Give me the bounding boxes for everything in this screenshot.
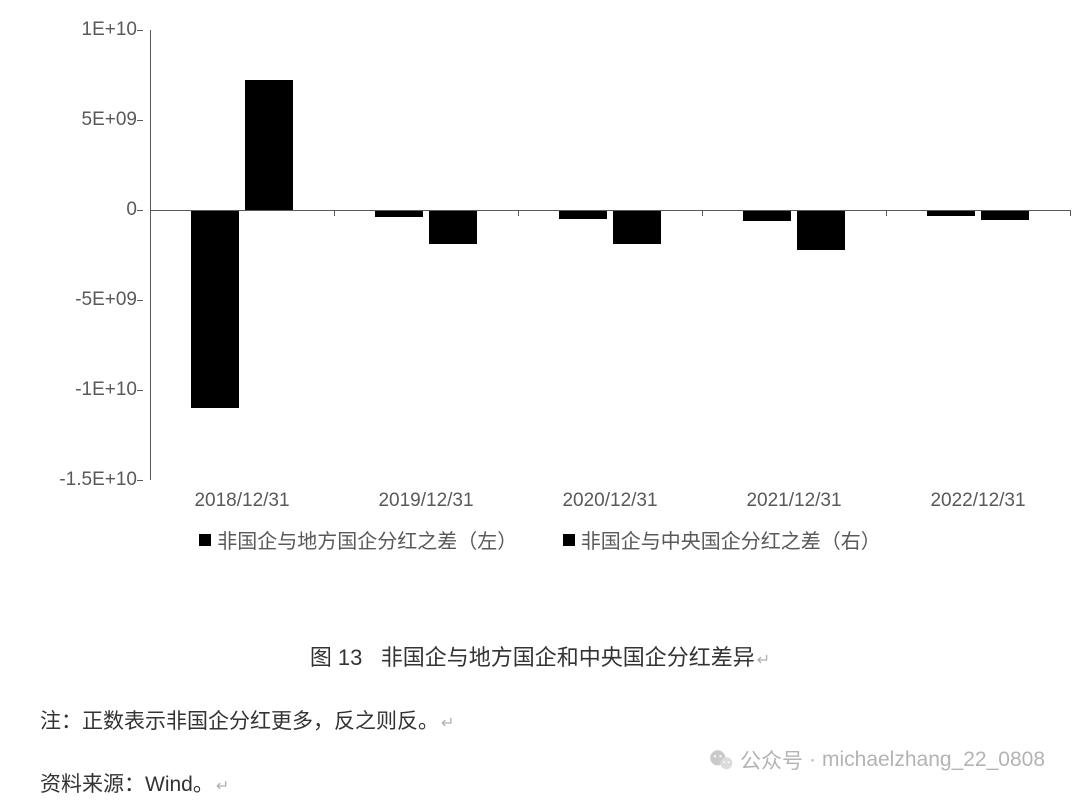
legend: 非国企与地方国企分红之差（左） 非国企与中央国企分红之差（右） xyxy=(0,525,1080,554)
watermark-account: michaelzhang_22_0808 xyxy=(822,748,1045,772)
bar xyxy=(743,210,791,221)
x-tick-mark xyxy=(150,210,151,216)
x-tick-label: 2018/12/31 xyxy=(194,490,289,512)
bar xyxy=(245,80,293,210)
source-text: 资料来源：Wind。↵ xyxy=(40,768,229,798)
watermark-separator: · xyxy=(809,748,816,772)
return-mark-icon: ↵ xyxy=(441,715,454,732)
chart-container: 1E+10 5E+09 0 -5E+09 -1E+10 -1.5E+10 2018/12/… xyxy=(40,20,1040,540)
bar xyxy=(429,210,477,244)
x-tick-mark xyxy=(518,210,519,216)
legend-marker-icon xyxy=(563,534,575,546)
y-tick-label: 0 xyxy=(126,199,137,221)
bar xyxy=(191,210,239,408)
legend-marker-icon xyxy=(199,534,211,546)
bar xyxy=(797,210,845,250)
y-tick-label: -5E+09 xyxy=(75,289,137,311)
wechat-icon xyxy=(708,747,734,773)
return-mark-icon: ↵ xyxy=(216,778,229,795)
x-tick-mark xyxy=(334,210,335,216)
x-axis-labels: 2018/12/31 2019/12/31 2020/12/31 2021/12/31… xyxy=(150,490,1070,520)
return-mark-icon: ↵ xyxy=(757,652,770,669)
caption-prefix: 图 13 xyxy=(310,645,363,670)
note-content: 注：正数表示非国企分红更多，反之则反。 xyxy=(40,710,439,733)
x-tick-mark xyxy=(1070,210,1071,216)
legend-item-2: 非国企与中央国企分红之差（右） xyxy=(563,525,881,554)
legend-label-2: 非国企与中央国企分红之差（右） xyxy=(581,525,881,554)
note-text: 注：正数表示非国企分红更多，反之则反。↵ xyxy=(40,705,454,735)
plot-area xyxy=(150,30,1070,480)
x-tick-label: 2021/12/31 xyxy=(746,490,841,512)
source-content: 资料来源：Wind。 xyxy=(40,773,214,796)
y-tick-label: 5E+09 xyxy=(82,109,137,131)
x-tick-label: 2019/12/31 xyxy=(378,490,473,512)
zero-line xyxy=(150,210,1070,211)
x-tick-label: 2020/12/31 xyxy=(562,490,657,512)
legend-label-1: 非国企与地方国企分红之差（左） xyxy=(217,525,517,554)
legend-item-1: 非国企与地方国企分红之差（左） xyxy=(199,525,517,554)
bar xyxy=(613,210,661,244)
x-tick-mark xyxy=(702,210,703,216)
bar xyxy=(559,210,607,219)
x-tick-label: 2022/12/31 xyxy=(930,490,1025,512)
y-tick-label: 1E+10 xyxy=(82,19,137,41)
x-tick-mark xyxy=(886,210,887,216)
y-axis: 1E+105E+090-5E+09-1E+10-1.5E+10 xyxy=(40,30,145,480)
bars-layer xyxy=(150,30,1070,480)
caption-text: 非国企与地方国企和中央国企分红差异 xyxy=(381,645,755,670)
figure-caption: 图 13 非国企与地方国企和中央国企分红差异↵ xyxy=(0,640,1080,672)
watermark: 公众号 · michaelzhang_22_0808 xyxy=(708,745,1045,775)
bar xyxy=(375,210,423,217)
y-tick-label: -1.5E+10 xyxy=(59,469,137,491)
bar xyxy=(981,210,1029,220)
y-tick-label: -1E+10 xyxy=(75,379,137,401)
watermark-label: 公众号 xyxy=(740,745,803,775)
